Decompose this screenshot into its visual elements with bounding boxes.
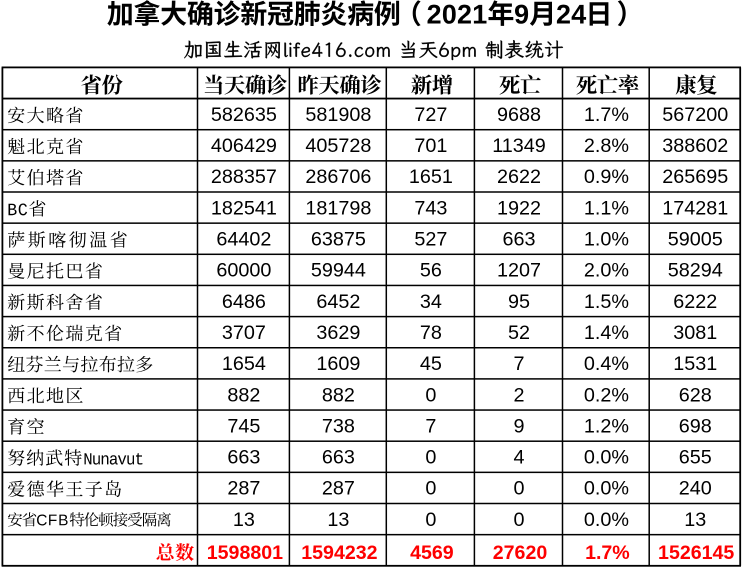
svg-text:0: 0 [425,509,436,531]
svg-text:6452: 6452 [316,291,360,313]
svg-text:13: 13 [684,509,706,531]
svg-text:3629: 3629 [316,322,360,344]
svg-text:78: 78 [420,322,442,344]
svg-text:567200: 567200 [662,104,728,126]
svg-text:1526145: 1526145 [658,542,734,564]
svg-text:882: 882 [227,384,260,406]
svg-text:527: 527 [414,229,447,251]
svg-text:64402: 64402 [216,229,271,251]
svg-text:1654: 1654 [222,353,266,375]
svg-text:58294: 58294 [668,260,723,282]
svg-text:286706: 286706 [305,166,371,188]
svg-text:265695: 265695 [662,166,728,188]
svg-text:743: 743 [414,197,447,219]
svg-text:663: 663 [322,447,355,469]
svg-text:0: 0 [425,478,436,500]
svg-text:1651: 1651 [409,166,453,188]
svg-text:738: 738 [322,415,355,437]
svg-text:7: 7 [513,353,524,375]
svg-text:2622: 2622 [497,166,541,188]
svg-text:6486: 6486 [222,291,266,313]
svg-text:59005: 59005 [668,229,723,251]
svg-text:95: 95 [508,291,530,313]
svg-text:1.7%: 1.7% [584,104,629,126]
svg-text:0: 0 [425,447,436,469]
svg-text:3081: 3081 [673,322,717,344]
svg-text:0.2%: 0.2% [584,384,629,406]
svg-text:0: 0 [425,384,436,406]
svg-text:655: 655 [679,447,712,469]
svg-text:727: 727 [414,104,447,126]
svg-text:1598801: 1598801 [207,542,283,564]
svg-text:63875: 63875 [311,229,366,251]
svg-text:13: 13 [327,509,349,531]
svg-text:1.5%: 1.5% [584,291,629,313]
svg-text:663: 663 [502,229,535,251]
svg-text:0.0%: 0.0% [584,509,629,531]
svg-text:628: 628 [679,384,712,406]
svg-text:1922: 1922 [497,197,541,219]
svg-text:11349: 11349 [492,135,546,157]
svg-text:1.1%: 1.1% [584,197,629,219]
svg-text:4569: 4569 [410,542,454,564]
svg-text:9688: 9688 [497,104,541,126]
svg-text:288357: 288357 [211,166,277,188]
svg-text:1.0%: 1.0% [584,229,629,251]
svg-text:582635: 582635 [211,104,277,126]
svg-text:6222: 6222 [673,291,717,313]
svg-text:59944: 59944 [311,260,366,282]
svg-text:388602: 388602 [662,135,728,157]
svg-text:9: 9 [513,415,524,437]
svg-text:240: 240 [679,478,712,500]
svg-text:7: 7 [425,415,436,437]
svg-text:181798: 181798 [305,197,371,219]
svg-text:287: 287 [227,478,260,500]
svg-text:698: 698 [679,415,712,437]
svg-text:882: 882 [322,384,355,406]
svg-text:4: 4 [513,447,524,469]
svg-text:745: 745 [227,415,260,437]
svg-text:1.7%: 1.7% [585,542,630,564]
svg-text:52: 52 [508,322,530,344]
svg-text:1207: 1207 [497,260,541,282]
svg-text:1.2%: 1.2% [584,415,629,437]
svg-text:13: 13 [233,509,255,531]
svg-text:581908: 581908 [305,104,371,126]
svg-text:0.0%: 0.0% [584,447,629,469]
svg-text:0: 0 [513,478,524,500]
svg-text:174281: 174281 [662,197,728,219]
svg-text:0.4%: 0.4% [584,353,629,375]
svg-text:56: 56 [420,260,442,282]
svg-text:27620: 27620 [493,542,548,564]
svg-text:0: 0 [513,509,524,531]
svg-text:1594232: 1594232 [301,542,377,564]
svg-text:2: 2 [513,384,524,406]
svg-text:34: 34 [420,291,442,313]
svg-text:0.0%: 0.0% [584,478,629,500]
svg-text:3707: 3707 [222,322,266,344]
svg-text:1.4%: 1.4% [584,322,629,344]
svg-text:405728: 405728 [305,135,371,157]
svg-text:0.9%: 0.9% [584,166,629,188]
svg-text:45: 45 [420,353,442,375]
svg-text:406429: 406429 [211,135,277,157]
svg-text:182541: 182541 [211,197,277,219]
svg-text:1531: 1531 [673,353,717,375]
svg-text:663: 663 [227,447,260,469]
svg-text:60000: 60000 [216,260,271,282]
svg-text:2.0%: 2.0% [584,260,629,282]
svg-text:701: 701 [414,135,447,157]
svg-text:2.8%: 2.8% [584,135,629,157]
svg-text:287: 287 [322,478,355,500]
svg-text:1609: 1609 [316,353,360,375]
